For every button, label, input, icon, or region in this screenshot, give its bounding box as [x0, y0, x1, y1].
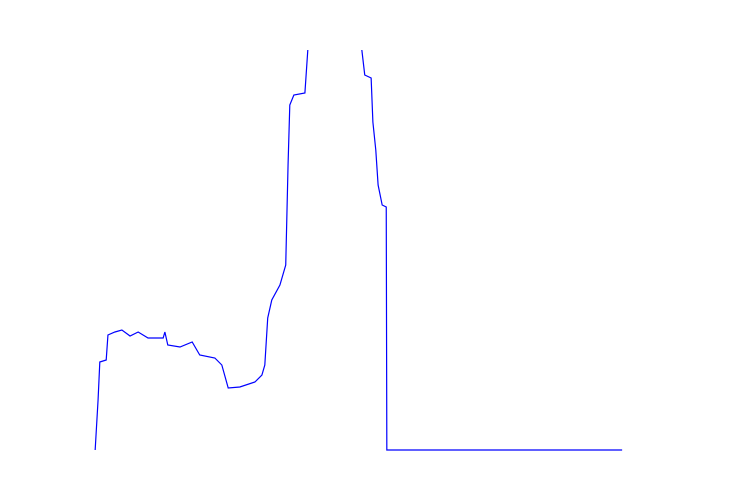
data-line	[94, 50, 623, 451]
plot-area	[94, 50, 623, 451]
